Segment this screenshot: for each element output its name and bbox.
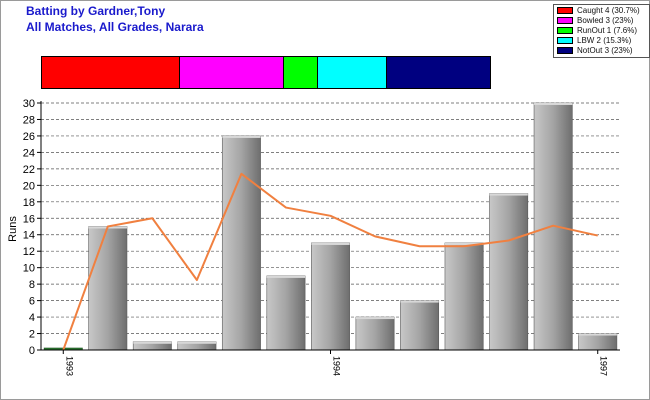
bar-cap-5 bbox=[266, 275, 306, 278]
legend-swatch-notout bbox=[557, 47, 573, 54]
legend-item-notout: NotOut 3 (23%) bbox=[557, 46, 633, 55]
legend-label-bowled: Bowled 3 (23%) bbox=[577, 16, 634, 25]
legend-item-caught: Caught 4 (30.7%) bbox=[557, 6, 640, 15]
strip-segment-runout bbox=[283, 57, 318, 88]
y-tick-label: 2 bbox=[29, 329, 35, 341]
bars bbox=[43, 102, 618, 351]
legend-label-runout: RunOut 1 (7.6%) bbox=[577, 26, 638, 35]
y-tick-label: 12 bbox=[23, 246, 35, 258]
bar-cap-12 bbox=[578, 333, 617, 336]
legend-swatch-lbw bbox=[557, 37, 573, 44]
bar-cap-8 bbox=[400, 300, 439, 303]
y-tick-label: 0 bbox=[29, 345, 35, 357]
bar-cap-9 bbox=[444, 242, 484, 245]
bar-4 bbox=[221, 135, 261, 351]
bar-5 bbox=[266, 275, 306, 351]
y-tick-label: 10 bbox=[23, 263, 35, 275]
x-tick-label: 1994 bbox=[332, 356, 342, 376]
bar-cap-7 bbox=[355, 317, 395, 320]
y-tick-label: 8 bbox=[29, 279, 35, 291]
legend-item-lbw: LBW 2 (15.3%) bbox=[557, 36, 631, 45]
y-tick-label: 16 bbox=[23, 213, 35, 225]
legend-label-notout: NotOut 3 (23%) bbox=[577, 46, 633, 55]
bar-8 bbox=[400, 300, 440, 351]
legend-item-bowled: Bowled 3 (23%) bbox=[557, 16, 633, 25]
bar-7 bbox=[355, 316, 395, 351]
y-tick-label: 26 bbox=[23, 131, 35, 143]
bar-cap-10 bbox=[489, 193, 528, 196]
bar-cap-3 bbox=[177, 341, 217, 344]
bar-cap-2 bbox=[133, 341, 172, 344]
x-tick-label: 1997 bbox=[599, 356, 609, 376]
bar-9 bbox=[444, 242, 484, 351]
legend-swatch-caught bbox=[557, 7, 573, 14]
strip-segment-lbw bbox=[317, 57, 387, 88]
chart-title: Batting by Gardner,Tony bbox=[26, 4, 166, 18]
bar-12 bbox=[578, 333, 618, 351]
y-tick-label: 6 bbox=[29, 296, 35, 308]
legend-swatch-runout bbox=[557, 27, 573, 34]
bar-cap-11 bbox=[534, 103, 573, 105]
chart-subtitle: All Matches, All Grades, Narara bbox=[26, 20, 204, 34]
strip-segment-caught bbox=[42, 57, 181, 88]
strip-segment-bowled bbox=[180, 57, 284, 88]
y-tick-label: 30 bbox=[23, 98, 35, 110]
y-tick-label: 14 bbox=[23, 230, 35, 242]
legend-swatch-bowled bbox=[557, 17, 573, 24]
y-axis-title: Runs bbox=[7, 216, 19, 242]
strip-segment-notout bbox=[386, 57, 490, 88]
y-tick-label: 4 bbox=[29, 312, 35, 324]
average-line-path bbox=[62, 172, 598, 351]
y-tick-label: 18 bbox=[23, 197, 35, 209]
legend-item-runout: RunOut 1 (7.6%) bbox=[557, 26, 637, 35]
bar-10 bbox=[489, 193, 529, 351]
y-tick-label: 22 bbox=[23, 164, 35, 176]
y-tick-label: 28 bbox=[23, 114, 35, 126]
dismissal-share-strip bbox=[41, 56, 491, 89]
bar-1 bbox=[88, 226, 128, 351]
y-tick-label: 24 bbox=[23, 147, 35, 159]
bar-cap-4 bbox=[222, 135, 261, 138]
legend-label-lbw: LBW 2 (15.3%) bbox=[577, 36, 632, 45]
bar-6 bbox=[311, 242, 350, 351]
y-tick-label: 20 bbox=[23, 180, 35, 192]
legend-label-caught: Caught 4 (30.7%) bbox=[577, 6, 640, 15]
x-tick-label: 1993 bbox=[64, 356, 74, 376]
bar-cap-6 bbox=[311, 242, 350, 245]
legend: Caught 4 (30.7%) Bowled 3 (23%) RunOut 1… bbox=[553, 4, 650, 58]
average-line bbox=[62, 172, 598, 351]
